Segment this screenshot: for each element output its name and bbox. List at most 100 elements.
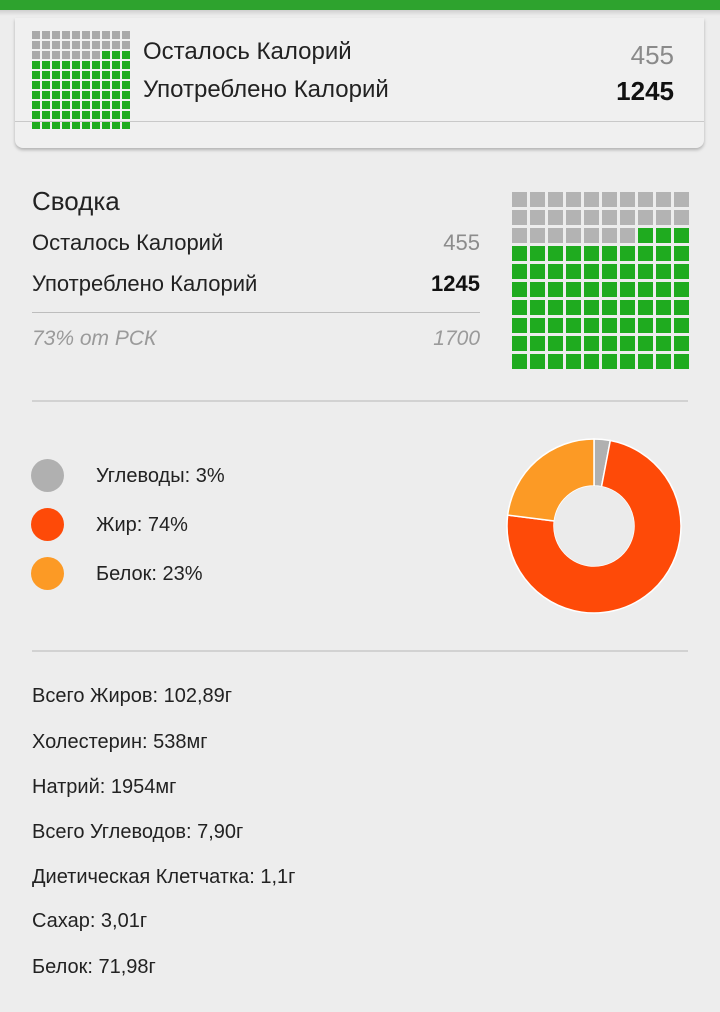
- grid-cell: [122, 91, 130, 99]
- grid-cell: [92, 111, 100, 119]
- grid-cell: [530, 228, 545, 243]
- grid-cell: [92, 41, 100, 49]
- nutrient-protein: Белок: 71,98г: [32, 956, 156, 978]
- grid-cell: [566, 264, 581, 279]
- grid-cell: [548, 264, 563, 279]
- grid-cell: [584, 210, 599, 225]
- grid-cell: [112, 121, 120, 129]
- grid-cell: [620, 300, 635, 315]
- grid-cell: [620, 210, 635, 225]
- summary-used-value: 1245: [431, 271, 480, 296]
- grid-cell: [42, 91, 50, 99]
- grid-cell: [548, 228, 563, 243]
- grid-cell: [620, 282, 635, 297]
- grid-cell: [52, 31, 60, 39]
- grid-cell: [566, 228, 581, 243]
- grid-cell: [656, 246, 671, 261]
- grid-cell: [548, 336, 563, 351]
- grid-cell: [42, 111, 50, 119]
- grid-cell: [72, 41, 80, 49]
- grid-cell: [584, 282, 599, 297]
- grid-cell: [566, 282, 581, 297]
- grid-cell: [92, 51, 100, 59]
- grid-cell: [584, 264, 599, 279]
- nutrient-fiber: Диетическая Клетчатка: 1,1г: [32, 866, 296, 888]
- grid-cell: [638, 264, 653, 279]
- grid-cell: [512, 318, 527, 333]
- grid-cell: [638, 246, 653, 261]
- grid-cell: [62, 61, 70, 69]
- grid-cell: [530, 318, 545, 333]
- protein-legend-dot: [31, 557, 64, 590]
- grid-cell: [602, 192, 617, 207]
- grid-cell: [82, 41, 90, 49]
- grid-cell: [674, 282, 689, 297]
- grid-cell: [42, 81, 50, 89]
- grid-cell: [42, 31, 50, 39]
- header-used-label: Употреблено Калорий: [143, 76, 389, 103]
- grid-cell: [602, 246, 617, 261]
- summary-separator: [32, 312, 480, 313]
- grid-cell: [512, 264, 527, 279]
- grid-cell: [512, 246, 527, 261]
- grid-cell: [602, 300, 617, 315]
- grid-cell: [42, 121, 50, 129]
- grid-cell: [656, 192, 671, 207]
- header-used-value: 1245: [616, 76, 674, 106]
- calorie-header-card[interactable]: Осталось Калорий 455 Употреблено Калорий…: [15, 18, 704, 148]
- grid-cell: [32, 31, 40, 39]
- grid-cell: [52, 91, 60, 99]
- grid-cell: [52, 41, 60, 49]
- grid-cell: [584, 246, 599, 261]
- grid-cell: [62, 41, 70, 49]
- grid-cell: [656, 264, 671, 279]
- grid-cell: [122, 51, 130, 59]
- grid-cell: [102, 111, 110, 119]
- grid-cell: [32, 41, 40, 49]
- grid-cell: [102, 121, 110, 129]
- grid-cell: [92, 121, 100, 129]
- grid-cell: [530, 354, 545, 369]
- grid-cell: [52, 71, 60, 79]
- grid-cell: [566, 210, 581, 225]
- grid-cell: [72, 101, 80, 109]
- grid-cell: [122, 31, 130, 39]
- grid-cell: [566, 192, 581, 207]
- grid-cell: [602, 228, 617, 243]
- grid-cell: [620, 318, 635, 333]
- grid-cell: [102, 101, 110, 109]
- grid-cell: [42, 51, 50, 59]
- grid-cell: [566, 336, 581, 351]
- summary-remaining-label: Осталось Калорий: [32, 230, 224, 255]
- grid-cell: [122, 71, 130, 79]
- grid-cell: [584, 336, 599, 351]
- grid-cell: [112, 41, 120, 49]
- nutrient-sodium: Натрий: 1954мг: [32, 776, 177, 798]
- section-divider: [32, 650, 688, 652]
- grid-cell: [548, 300, 563, 315]
- grid-cell: [112, 91, 120, 99]
- grid-cell: [548, 246, 563, 261]
- grid-cell: [42, 61, 50, 69]
- grid-cell: [72, 61, 80, 69]
- fat-legend-label: Жир: 74%: [96, 514, 188, 536]
- grid-cell: [620, 192, 635, 207]
- grid-cell: [72, 71, 80, 79]
- grid-cell: [512, 228, 527, 243]
- grid-cell: [62, 81, 70, 89]
- grid-cell: [620, 246, 635, 261]
- grid-cell: [82, 51, 90, 59]
- grid-cell: [674, 336, 689, 351]
- grid-cell: [512, 300, 527, 315]
- macros-donut-chart: [506, 438, 682, 614]
- grid-cell: [112, 61, 120, 69]
- fat-legend-dot: [31, 508, 64, 541]
- grid-cell: [72, 31, 80, 39]
- grid-cell: [530, 336, 545, 351]
- grid-cell: [62, 31, 70, 39]
- grid-cell: [512, 282, 527, 297]
- grid-cell: [122, 121, 130, 129]
- carbs-legend-dot: [31, 459, 64, 492]
- grid-cell: [512, 336, 527, 351]
- grid-cell: [620, 264, 635, 279]
